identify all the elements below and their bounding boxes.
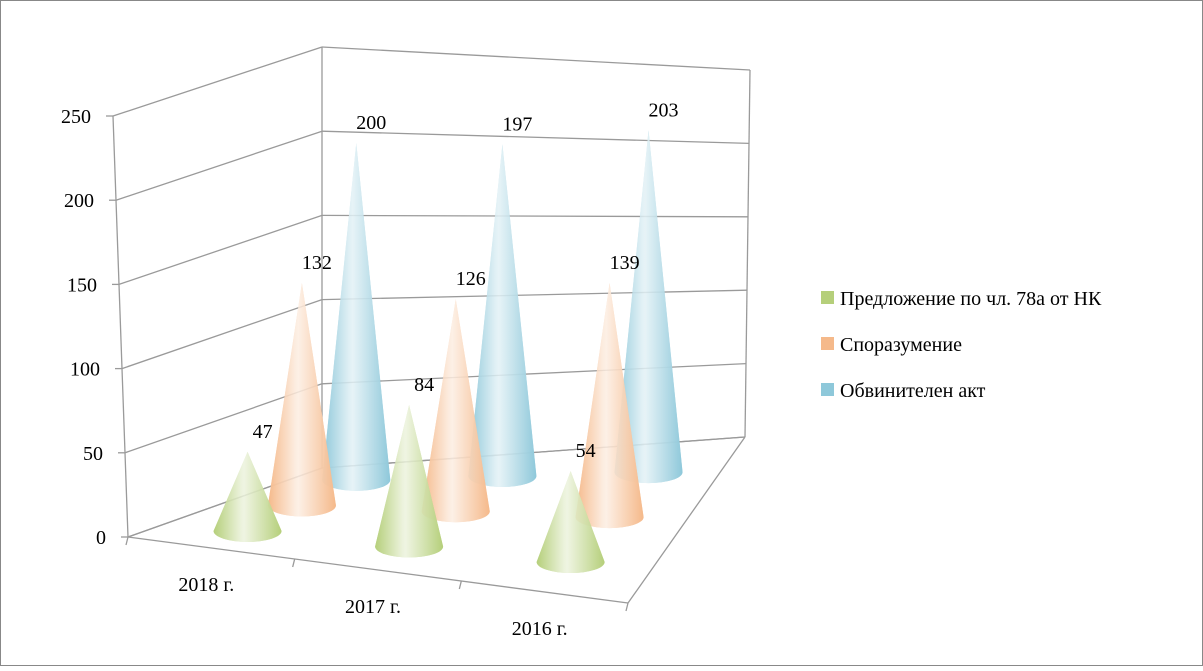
legend-label: Предложение по чл. 78а от НК [840, 288, 1102, 310]
y-tick-label: 50 [83, 443, 103, 465]
cone-highlight [536, 471, 605, 574]
data-label: 84 [414, 374, 434, 396]
cone [375, 405, 444, 558]
cone-highlight [322, 143, 391, 491]
x-tick [125, 536, 129, 546]
grid-line [321, 46, 751, 71]
cone-highlight [267, 283, 336, 517]
x-tick [292, 558, 296, 568]
grid-line [112, 46, 323, 117]
data-label: 139 [610, 252, 640, 274]
data-label: 126 [456, 268, 486, 290]
cone-highlight [421, 299, 490, 523]
legend-swatch [821, 291, 834, 304]
cone [575, 283, 644, 529]
grid-line [321, 362, 747, 385]
legend-swatch [821, 383, 834, 396]
grid-line [121, 298, 323, 370]
y-tick-label: 250 [61, 106, 91, 128]
cone [421, 299, 490, 523]
x-tick [625, 602, 629, 612]
grid-line [115, 130, 323, 201]
cone [267, 283, 336, 517]
cone-highlight [375, 405, 444, 558]
cone [614, 130, 683, 484]
cone-highlight [213, 451, 282, 542]
cone [468, 144, 537, 487]
grid-line [321, 289, 748, 301]
x-tick [458, 580, 462, 590]
data-label: 197 [502, 113, 532, 135]
grid-line [118, 214, 323, 286]
y-tick-label: 100 [70, 359, 100, 381]
grid-line [321, 214, 749, 218]
x-tick-label: 2018 г. [178, 574, 234, 596]
cone [213, 451, 282, 542]
x-tick-label: 2016 г. [512, 618, 568, 640]
y-tick-label: 200 [64, 190, 94, 212]
cone [536, 471, 605, 574]
data-label: 47 [253, 421, 273, 443]
y-tick-label: 150 [67, 274, 97, 296]
wall-edge [744, 69, 751, 438]
wall-edge [112, 115, 129, 538]
legend-label: Споразумение [840, 334, 962, 356]
legend-label: Обвинителен акт [840, 380, 986, 402]
legend-swatch [821, 337, 834, 350]
data-label: 203 [649, 99, 679, 121]
floor-edge [127, 536, 629, 604]
data-label: 54 [576, 440, 596, 462]
data-label: 132 [302, 252, 332, 274]
cone-highlight [468, 144, 537, 487]
grid-line [321, 130, 750, 145]
y-tick-label: 0 [96, 527, 106, 549]
floor-edge [627, 436, 746, 604]
cone [322, 143, 391, 491]
cone-highlight [614, 130, 683, 484]
cone-highlight [575, 283, 644, 529]
x-tick-label: 2017 г. [345, 596, 401, 618]
data-label: 200 [356, 112, 386, 134]
